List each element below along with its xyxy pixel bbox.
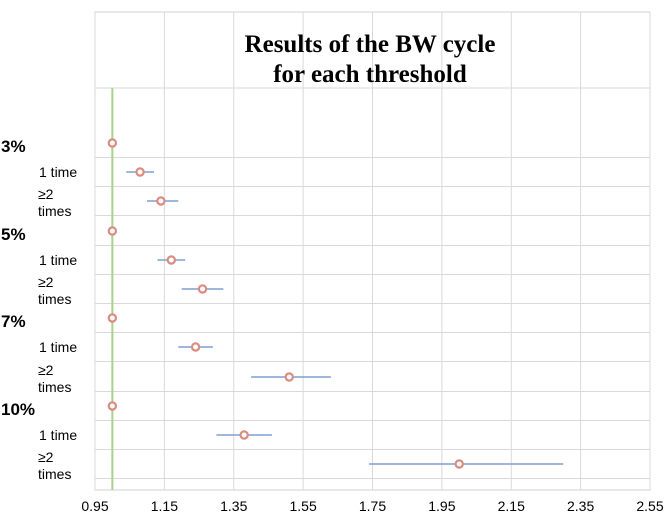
- point-marker: [239, 430, 249, 440]
- point-marker: [454, 459, 464, 469]
- point-marker: [107, 401, 118, 411]
- row-label: 1 time: [39, 252, 78, 268]
- x-tick-label: 1.95: [428, 498, 456, 514]
- group-label: 5%: [1, 225, 26, 244]
- x-tick-label: 1.15: [150, 498, 178, 514]
- row-label: 1 time: [39, 164, 78, 180]
- point-marker: [135, 167, 145, 177]
- point-marker: [107, 138, 118, 148]
- x-tick-label: 0.95: [81, 498, 109, 514]
- row-label: ≥2 times: [38, 449, 72, 482]
- row-label: ≥2 times: [38, 274, 72, 307]
- point-marker: [197, 284, 208, 294]
- row-label: ≥2 times: [38, 186, 72, 219]
- row-label: 1 time: [39, 427, 78, 443]
- chart-title-line-2: for each threshold: [273, 61, 467, 88]
- x-tick-label: 2.35: [567, 498, 595, 514]
- group-label: 3%: [1, 137, 26, 156]
- point-marker: [156, 196, 166, 206]
- point-marker: [107, 226, 118, 236]
- chart-title: Results of the BW cycle for each thresho…: [180, 30, 560, 90]
- group-label: 10%: [1, 400, 36, 419]
- point-marker: [284, 372, 294, 382]
- point-marker: [107, 313, 118, 323]
- x-tick-label: 1.75: [358, 498, 387, 514]
- x-tick-label: 2.15: [497, 498, 525, 514]
- chart-title-line-1: Results of the BW cycle: [244, 31, 496, 58]
- x-tick-label: 2.55: [636, 498, 664, 514]
- point-marker: [166, 255, 177, 265]
- x-tick-label: 1.35: [220, 498, 248, 514]
- row-label: 1 time: [39, 339, 78, 355]
- group-label: 7%: [1, 312, 26, 331]
- point-marker: [190, 342, 201, 352]
- row-label: ≥2 times: [38, 362, 72, 395]
- x-tick-label: 1.55: [289, 498, 317, 514]
